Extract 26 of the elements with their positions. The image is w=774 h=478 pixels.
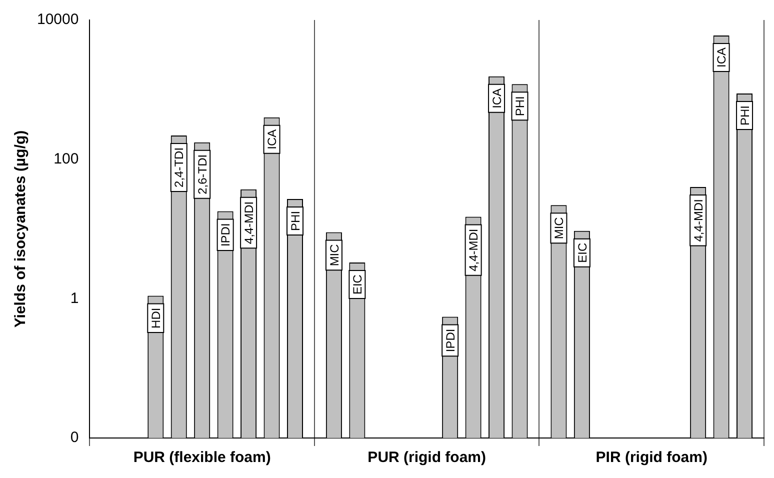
text: IPDI (218, 223, 233, 247)
text: MIC (327, 244, 342, 266)
series-label: 4,4-MDI (691, 199, 706, 242)
series-label: MIC (552, 216, 566, 240)
text: PHI (513, 96, 528, 116)
series-label: 2,4-TDI (172, 147, 186, 188)
text: PHI (738, 106, 752, 126)
series-label: 2,6-TDI (195, 154, 210, 194)
y-tick-label: 1 (70, 290, 79, 307)
x-tick-label: PIR (rigid foam) (596, 449, 708, 466)
text: 4,4-MDI (466, 228, 481, 272)
series-label: PHI (288, 210, 302, 231)
x-tick-label: PUR (rigid foam) (368, 449, 486, 466)
y-tick-label: 10000 (36, 11, 79, 28)
series-label: ICA (265, 129, 280, 150)
series-label: HDI (148, 308, 163, 328)
text: ICA (714, 47, 729, 68)
y-tick-label: 0 (70, 429, 79, 446)
series-label: IPDI (443, 328, 458, 352)
y-axis-title: Yields of isocyanates (µg/g) (12, 130, 30, 328)
x-tick-label: PUR (flexible foam) (133, 449, 271, 466)
y-tick-label: 100 (54, 150, 79, 168)
text: EIC (350, 274, 364, 295)
series-label: EIC (575, 242, 590, 263)
text: 4,4-MDI (242, 201, 256, 244)
text: ICA (490, 88, 504, 108)
